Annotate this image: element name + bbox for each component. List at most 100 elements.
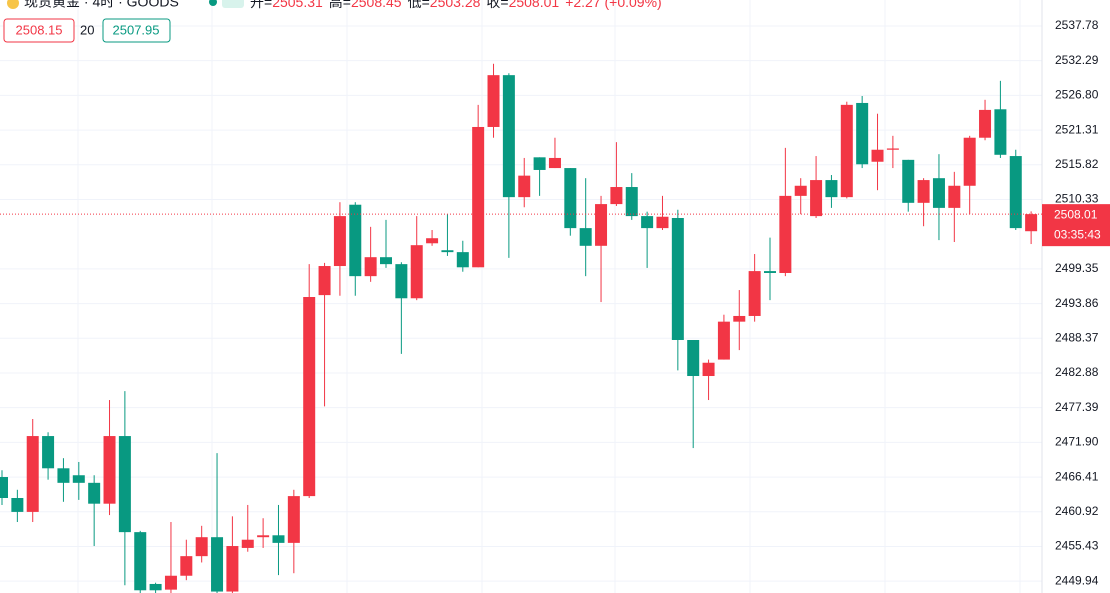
legend-header: 现货黄金 · 4时 · GOODS 开=2505.31 高=2508.45 低=25…: [3, 0, 662, 43]
last-price-label: 2508.01: [1054, 207, 1098, 221]
candle-body: [333, 216, 346, 267]
y-tick-label: 2537.78: [1055, 18, 1099, 32]
candle-body: [533, 157, 546, 170]
y-tick-label: 2499.35: [1055, 261, 1099, 275]
candle-body: [180, 556, 193, 576]
symbol-icon: [7, 0, 19, 9]
candle-body: [656, 216, 669, 229]
indicator-upper: 2508.15: [16, 22, 63, 37]
candle-body: [226, 546, 239, 592]
y-tick-label: 2526.80: [1055, 88, 1099, 102]
candle-body: [410, 245, 423, 299]
candle-body: [287, 496, 300, 543]
y-tick-label: 2449.94: [1055, 573, 1099, 587]
candle-body: [118, 436, 131, 533]
candle-body: [886, 148, 899, 150]
status-badge: [222, 0, 244, 8]
candle-body: [441, 250, 454, 253]
candle-body: [579, 228, 592, 246]
candle-body: [1009, 156, 1022, 229]
candle-body: [902, 159, 915, 203]
candle-body: [610, 187, 623, 205]
candle-body: [733, 315, 746, 322]
candle-body: [149, 583, 162, 591]
candle-body: [518, 175, 531, 198]
candle-body: [195, 537, 208, 557]
candle-body: [979, 109, 992, 138]
y-tick-label: 2532.29: [1055, 53, 1099, 67]
candle-body: [26, 436, 39, 512]
candle-body: [57, 468, 70, 483]
countdown-label: 03:35:43: [1054, 227, 1101, 241]
candle-body: [671, 217, 684, 340]
y-tick-label: 2477.39: [1055, 400, 1099, 414]
candle-body: [564, 168, 577, 229]
candle-body: [840, 104, 853, 198]
y-tick-label: 2521.31: [1055, 122, 1099, 136]
ohlc-label: 开=: [250, 0, 272, 10]
candle-body: [272, 535, 285, 543]
candle-body: [257, 535, 270, 538]
candle-body: [779, 195, 792, 273]
candle-body: [1025, 214, 1038, 232]
status-dot: [209, 0, 217, 6]
candle-body: [487, 75, 500, 127]
ohlc-value: 2508.45: [351, 0, 402, 10]
ohlc-value: 2508.01: [509, 0, 560, 10]
y-tick-label: 2493.86: [1055, 296, 1099, 310]
last-price-box: [1042, 204, 1110, 247]
candle-body: [134, 532, 147, 591]
indicator-box: [102, 18, 171, 43]
candle-body: [748, 271, 761, 316]
y-tick-label: 2455.43: [1055, 539, 1099, 553]
change-text: +2.27 (+0.09%): [565, 0, 662, 10]
price-axis: 2537.78 2532.29 2526.80 2521.31 2515.82 2510.…: [1041, 0, 1099, 593]
candle-body: [303, 297, 316, 497]
candle-body: [472, 126, 485, 268]
candle-body: [963, 137, 976, 186]
candle-body: [164, 575, 177, 590]
candle-body: [0, 477, 8, 499]
candle-body: [426, 238, 439, 244]
ohlc-label: 收=: [486, 0, 508, 10]
candle-body: [717, 321, 730, 360]
candle-body: [625, 187, 638, 217]
candle-body: [810, 180, 823, 217]
y-tick-label: 2488.37: [1055, 330, 1099, 344]
candle-body: [318, 266, 331, 296]
candle-body: [395, 264, 408, 299]
candle-body: [871, 149, 884, 162]
symbol-title: 现货黄金 · 4时 · GOODS: [24, 0, 179, 10]
ohlc-value: 2505.31: [272, 0, 323, 10]
candle-body: [364, 257, 377, 277]
candles: [0, 63, 1038, 593]
candle-body: [502, 75, 515, 198]
candle-body: [349, 204, 362, 277]
y-tick-label: 2510.33: [1055, 192, 1099, 206]
indicator-lower: 2507.95: [113, 22, 160, 37]
candle-body: [641, 216, 654, 229]
y-tick-label: 2466.41: [1055, 469, 1099, 483]
candle-body: [687, 339, 700, 377]
candle-body: [948, 185, 961, 208]
candle-body: [595, 204, 608, 246]
candle-body: [825, 180, 838, 198]
candle-body: [11, 498, 24, 512]
ohlc-value: 2503.28: [430, 0, 481, 10]
candle-body: [42, 436, 55, 469]
y-tick-label: 2515.82: [1055, 157, 1099, 171]
candle-body: [241, 539, 254, 548]
y-tick-label: 2482.88: [1055, 365, 1099, 379]
candle-body: [548, 157, 561, 169]
y-tick-label: 2471.90: [1055, 435, 1099, 449]
ohlc-label: 低=: [408, 0, 430, 10]
candle-body: [88, 482, 101, 504]
candle-body: [380, 257, 392, 265]
grid: [0, 0, 1042, 593]
ohlc-label: 高=: [329, 0, 351, 10]
indicator-box: [3, 18, 75, 43]
candle-body: [917, 180, 930, 203]
candle-body: [764, 271, 776, 273]
